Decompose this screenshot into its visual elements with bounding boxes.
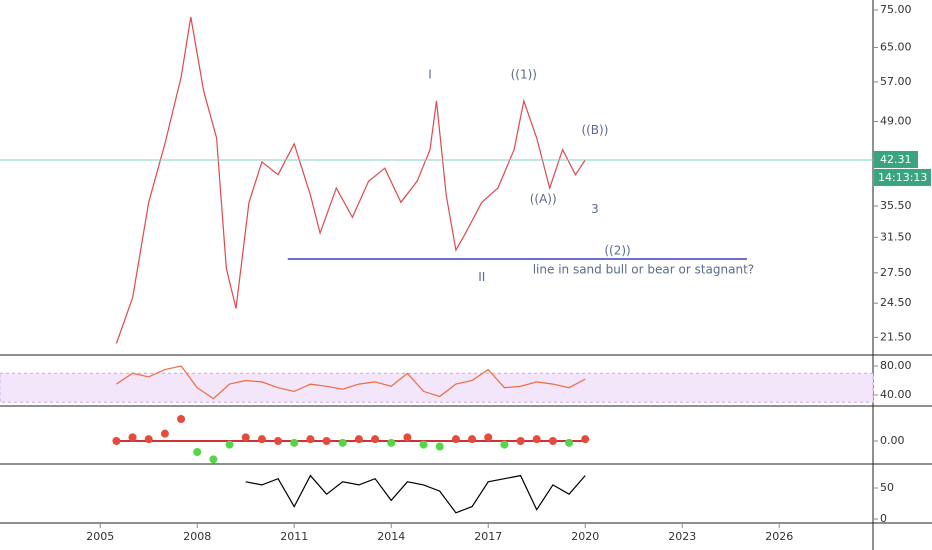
- wave-label: ((A)): [530, 192, 557, 206]
- momentum-dot: [451, 435, 460, 444]
- series-line: [115, 16, 586, 344]
- momentum-dot: [257, 435, 266, 444]
- y-tick-label: 57.00: [880, 75, 912, 88]
- x-tick-label: 2005: [86, 530, 114, 543]
- momentum-dot: [435, 442, 444, 451]
- momentum-dot: [403, 433, 412, 442]
- momentum-dot: [468, 435, 477, 444]
- momentum-dot: [112, 437, 121, 445]
- wave-label: ((B)): [581, 123, 608, 137]
- momentum-dot: [419, 440, 428, 449]
- last-price-label: 42.31: [880, 153, 912, 166]
- y-tick-label: 21.50: [880, 330, 912, 343]
- y-tick-label: 35.50: [880, 199, 912, 212]
- wave-label: 3: [591, 202, 599, 216]
- momentum-dot: [484, 433, 493, 442]
- momentum-dot: [516, 437, 525, 445]
- momentum-dot: [241, 433, 250, 442]
- wave-label: II: [478, 270, 485, 284]
- momentum-dot: [144, 435, 153, 444]
- momentum-dot: [338, 438, 347, 447]
- x-tick-label: 2008: [183, 530, 211, 543]
- momentum-dot: [548, 437, 557, 445]
- momentum-dot: [225, 440, 234, 449]
- wave-label: ((1)): [511, 68, 537, 82]
- x-tick-label: 2014: [377, 530, 405, 543]
- momentum-dot: [274, 437, 283, 445]
- countdown-label: 14:13:13: [878, 171, 927, 184]
- y-tick-label: 65.00: [880, 40, 912, 53]
- y-tick-label: 49.00: [880, 114, 912, 127]
- x-tick-label: 2020: [571, 530, 599, 543]
- momentum-dot: [128, 433, 137, 442]
- y-tick-label: 40.00: [880, 388, 912, 401]
- wave-label: I: [428, 68, 432, 82]
- momentum-dot: [160, 429, 169, 438]
- x-tick-label: 2023: [668, 530, 696, 543]
- y-tick-label: 31.50: [880, 230, 912, 243]
- x-tick-label: 2017: [474, 530, 502, 543]
- countdown-tag: [874, 168, 931, 186]
- last-price-tag: [874, 150, 918, 168]
- x-tick-label: 2011: [280, 530, 308, 543]
- y-tick-label: 80.00: [880, 359, 912, 372]
- momentum-dot: [193, 448, 202, 456]
- y-tick-label: 27.50: [880, 266, 912, 279]
- series-line: [245, 474, 586, 514]
- y-tick-label: 0.00: [880, 434, 905, 447]
- y-tick-label: 75.00: [880, 3, 912, 16]
- y-tick-label: 50: [880, 481, 894, 494]
- y-tick-label: 0: [880, 512, 887, 525]
- momentum-dot: [354, 435, 363, 444]
- momentum-dot: [209, 455, 218, 464]
- x-tick-label: 2026: [765, 530, 793, 543]
- momentum-dot: [387, 438, 396, 447]
- momentum-dot: [306, 435, 315, 444]
- momentum-dot: [322, 437, 331, 445]
- momentum-dot: [177, 415, 186, 423]
- momentum-dot: [500, 440, 509, 449]
- momentum-dot: [565, 438, 574, 447]
- wave-label: line in sand bull or bear or stagnant?: [533, 263, 754, 277]
- momentum-dot: [371, 435, 380, 444]
- momentum-dot: [290, 438, 299, 447]
- series-line: [116, 365, 586, 400]
- momentum-dot: [532, 435, 541, 444]
- momentum-dot: [581, 435, 590, 444]
- y-tick-label: 24.50: [880, 296, 912, 309]
- rsi-band: [0, 372, 874, 403]
- wave-label: ((2)): [604, 243, 630, 257]
